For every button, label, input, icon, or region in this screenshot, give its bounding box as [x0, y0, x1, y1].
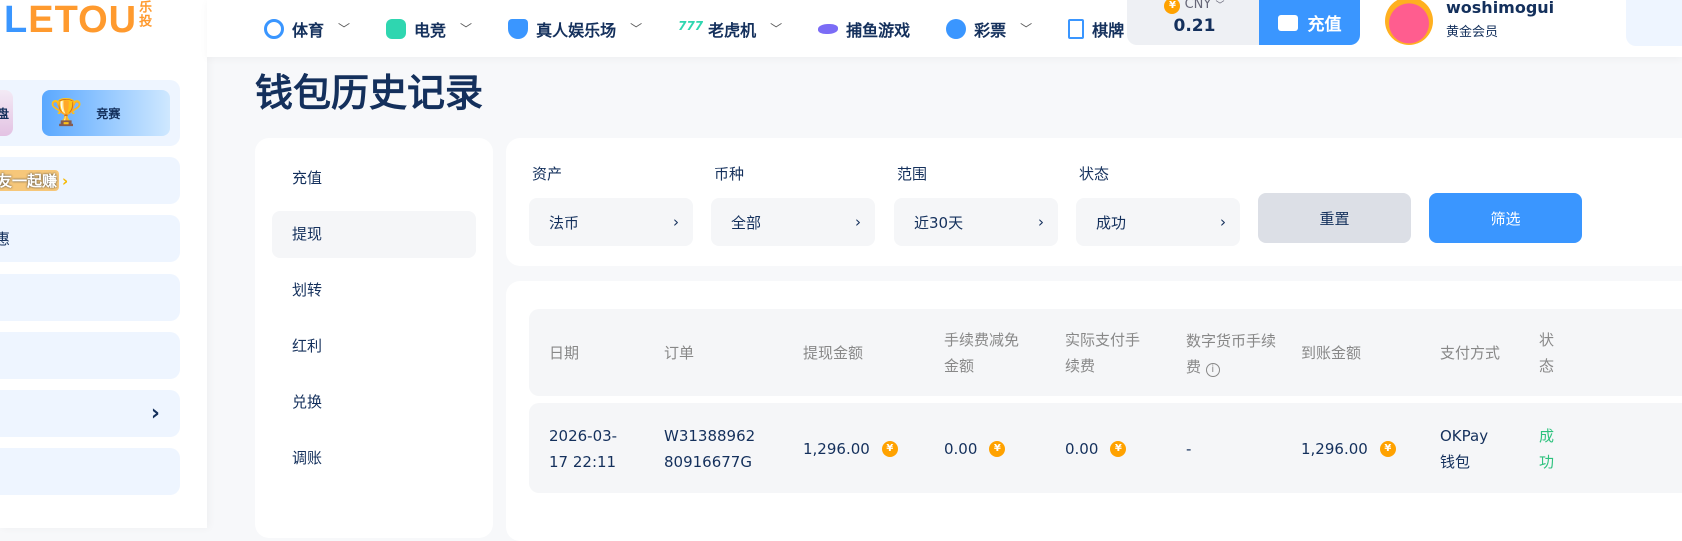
yuan-coin-icon: ¥	[989, 441, 1006, 457]
menu-bonus[interactable]: 红利	[292, 337, 323, 355]
table-row[interactable]: 2026-03-17 22:11 W3138896280916677G 1,29…	[529, 403, 1682, 493]
sidebar-item-6[interactable]	[0, 448, 180, 495]
chevron-right-icon: ›	[1038, 213, 1044, 231]
sidebar-item-5[interactable]: ›	[0, 390, 180, 437]
balance-widget[interactable]: ¥ CNY ﹀ 0.21	[1127, 0, 1262, 45]
soccer-icon	[264, 18, 284, 39]
filter-label-asset: 资产	[532, 165, 563, 183]
chevron-down-icon: ﹀	[460, 22, 473, 36]
menu-withdraw[interactable]: 提现	[272, 211, 476, 258]
nav-sports[interactable]: 体育 ﹀	[264, 17, 350, 41]
asset-select[interactable]: 法币 ›	[529, 198, 693, 246]
sidebar-card-contest[interactable]: 🏆 竞赛	[42, 90, 170, 136]
nav-fishing[interactable]: 捕鱼游戏	[818, 17, 910, 41]
cards-icon	[1068, 18, 1085, 39]
yuan-coin-icon: ¥	[881, 441, 898, 457]
chevron-down-icon: ﹀	[630, 22, 643, 36]
chevron-right-icon: ›	[1220, 213, 1226, 231]
menu-adjustment[interactable]: 调账	[292, 449, 323, 467]
gamepad-icon	[386, 18, 407, 39]
filter-panel: 资产法币 › 币种全部 › 范围近30天 › 状态成功 › 重置 筛选	[506, 138, 1682, 266]
filter-label-status: 状态	[1079, 165, 1110, 183]
cell-crypto-fee: -	[1186, 440, 1192, 458]
username: woshimogui	[1446, 0, 1555, 17]
reset-button[interactable]: 重置	[1258, 193, 1411, 243]
cell-method: OKPay钱包	[1440, 427, 1489, 471]
menu-transfer[interactable]: 划转	[292, 281, 323, 299]
page-title: 钱包历史记录	[255, 71, 484, 115]
chevron-right-icon: ›	[673, 213, 679, 231]
col-received: 到账金额	[1301, 344, 1362, 362]
logo[interactable]: LETOU乐投	[4, 0, 153, 41]
filter-label-range: 范围	[897, 165, 928, 183]
yuan-coin-icon: ¥	[1379, 441, 1396, 457]
col-method: 支付方式	[1440, 344, 1501, 362]
cell-amount: 1,296.00	[803, 440, 870, 458]
chevron-down-icon: ﹀	[1215, 1, 1225, 11]
currency-select[interactable]: 全部 ›	[711, 198, 875, 246]
extra-widget[interactable]	[1626, 0, 1682, 46]
wallet-icon	[1277, 14, 1298, 31]
table-header: 日期 订单 提现金额 手续费减免金额 实际支付手续费 数字货币手续费 i 到账金…	[529, 309, 1682, 396]
chevron-right-icon: ›	[150, 401, 160, 426]
cell-date: 2026-03-17 22:11	[549, 427, 618, 471]
yuan-coin-icon: ¥	[1110, 441, 1127, 457]
history-type-menu: 充值 提现 划转 红利 兑换 调账	[255, 138, 493, 538]
sidebar-cards: 盘 🏆 竞赛	[0, 80, 180, 146]
menu-exchange[interactable]: 兑换	[292, 393, 323, 411]
chevron-right-icon: ›	[855, 213, 861, 231]
cell-received: 1,296.00	[1301, 440, 1368, 458]
trophy-icon: 🏆	[50, 98, 83, 128]
chevron-down-icon: ﹀	[770, 22, 783, 36]
nav-slots[interactable]: 777 老虎机 ﹀	[678, 18, 783, 40]
col-fee-waiver: 手续费减免金额	[944, 331, 1020, 375]
yuan-coin-icon: ¥	[1164, 0, 1181, 14]
slot-777-icon: 777	[678, 18, 704, 33]
cell-fee-paid: 0.00	[1065, 440, 1099, 458]
cell-order: W3138896280916677G	[664, 427, 756, 471]
col-fee-paid: 实际支付手续费	[1065, 331, 1141, 375]
nav-lottery[interactable]: 彩票 ﹀	[946, 17, 1032, 41]
withdraw-table: 日期 订单 提现金额 手续费减免金额 实际支付手续费 数字货币手续费 i 到账金…	[506, 281, 1682, 541]
avatar[interactable]	[1385, 0, 1433, 45]
chevron-down-icon: ﹀	[1020, 22, 1033, 36]
range-select[interactable]: 近30天 ›	[894, 198, 1058, 246]
sidebar-item-4[interactable]: 约	[0, 332, 180, 379]
nav-live-casino[interactable]: 真人娱乐场 ﹀	[508, 17, 642, 41]
menu-deposit[interactable]: 充值	[292, 169, 323, 187]
cell-fee-waiver: 0.00	[944, 440, 978, 458]
info-icon[interactable]: i	[1205, 363, 1220, 377]
sidebar-card-wheel[interactable]: 盘	[0, 90, 13, 136]
sidebar-item-promo[interactable]: 优惠	[0, 215, 180, 262]
col-amount: 提现金额	[803, 344, 864, 362]
sidebar: LETOU乐投 盘 🏆竞赛 好友一起赚› 优惠 夹 约 ›	[0, 0, 207, 528]
col-crypto-fee: 数字货币手续费 i	[1186, 332, 1277, 377]
col-date: 日期	[549, 344, 580, 362]
status-select[interactable]: 成功 ›	[1076, 198, 1240, 246]
filter-button[interactable]: 筛选	[1429, 193, 1582, 243]
lottery-ball-icon	[946, 18, 967, 39]
sidebar-item-3[interactable]: 夹	[0, 274, 180, 321]
chevron-down-icon: ﹀	[338, 22, 351, 36]
status-badge: 成功	[1539, 427, 1555, 471]
nav-esports[interactable]: 电竞 ﹀	[386, 17, 472, 41]
chevron-right-icon: ›	[62, 171, 69, 190]
vip-level: 黄金会员	[1446, 25, 1499, 40]
filter-label-currency: 币种	[714, 165, 745, 183]
col-order: 订单	[664, 344, 695, 362]
col-status: 状态	[1539, 331, 1555, 375]
fish-icon	[818, 23, 839, 34]
sidebar-item-invite[interactable]: 好友一起赚›	[0, 157, 180, 204]
deposit-button[interactable]: 充值	[1259, 0, 1360, 45]
balance-amount: 0.21	[1173, 15, 1216, 36]
tuxedo-icon	[508, 18, 529, 39]
